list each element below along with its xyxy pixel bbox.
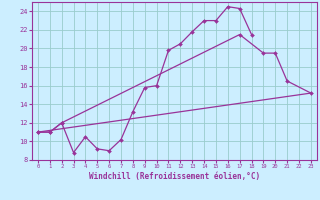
X-axis label: Windchill (Refroidissement éolien,°C): Windchill (Refroidissement éolien,°C)	[89, 172, 260, 181]
